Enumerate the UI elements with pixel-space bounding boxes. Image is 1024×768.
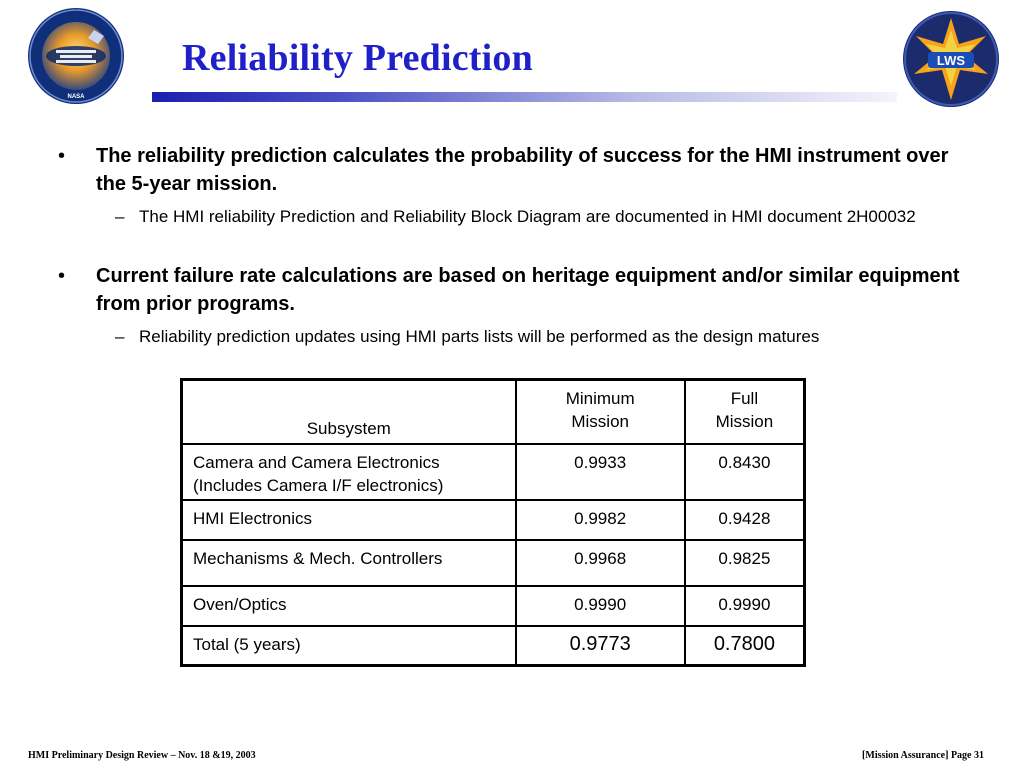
row-full-value: 0.9825 [683,538,806,587]
row-full-value: 0.9428 [683,498,806,541]
nasa-seal-text: NASA [67,94,85,100]
sub-bullet-2: – Reliability prediction updates using H… [115,325,969,348]
header-minimum-line1: Minimum [565,389,635,408]
footer-right: [Mission Assurance] Page 31 [862,750,984,761]
row-subsystem: Mechanisms & Mech. Controllers [180,538,517,587]
header-minimum-line2: Mission [571,412,629,431]
sub-bullet-1: – The HMI reliability Prediction and Rel… [115,205,969,228]
footer-left: HMI Preliminary Design Review – Nov. 18 … [28,750,256,761]
lws-seal-text: LWS [937,53,965,68]
row-minimum-value: 0.9982 [514,498,686,541]
row-full-value: 0.8430 [683,442,806,501]
header-full-line2: Mission [715,412,774,431]
row-minimum-value: 0.9933 [514,442,686,501]
bullet-1-marker: • [58,145,66,167]
header-full-line1: Full [730,389,759,408]
row-subsystem-line1: Camera and Camera Electronics [193,452,440,472]
bullet-2-marker: • [58,265,66,287]
row-subsystem: HMI Electronics [180,498,517,541]
bullet-2: • Current failure rate calculations are … [58,262,976,318]
row-minimum-value: 0.9968 [514,538,686,587]
total-full-value: 0.7800 [683,624,806,667]
bullet-1: • The reliability prediction calculates … [58,142,976,198]
table-total-row: Total (5 years) 0.9773 0.7800 [180,624,806,667]
table-row: Camera and Camera Electronics (Includes … [180,442,806,501]
table-row: Oven/Optics 0.9990 0.9990 [180,584,806,627]
total-label: Total (5 years) [180,624,517,667]
table-row: Mechanisms & Mech. Controllers 0.9968 0.… [180,538,806,587]
header-minimum-mission: Minimum Mission [514,378,686,445]
table-header-row: Subsystem Minimum Mission Full Mission [180,378,806,445]
header-subsystem: Subsystem [180,378,517,445]
row-subsystem: Camera and Camera Electronics (Includes … [180,442,517,501]
sdo-logo: NASA [26,6,126,106]
bullet-2-text: Current failure rate calculations are ba… [96,265,960,315]
row-subsystem: Oven/Optics [180,584,517,627]
bullet-1-text: The reliability prediction calculates th… [96,145,949,195]
sub-bullet-2-marker: – [115,327,125,346]
sub-bullet-1-text: The HMI reliability Prediction and Relia… [139,207,916,226]
row-full-value: 0.9990 [683,584,806,627]
lws-logo: LWS [896,4,1006,114]
header-full-mission: Full Mission [683,378,806,445]
row-subsystem-line2: (Includes Camera I/F electronics) [193,475,444,495]
table-row: HMI Electronics 0.9982 0.9428 [180,498,806,541]
sub-bullet-2-text: Reliability prediction updates using HMI… [139,327,820,346]
reliability-table: Subsystem Minimum Mission Full Mission C… [180,378,806,667]
sub-bullet-1-marker: – [115,207,125,226]
slide-title: Reliability Prediction [182,37,533,79]
row-minimum-value: 0.9990 [514,584,686,627]
title-divider [152,92,897,102]
total-minimum-value: 0.9773 [514,624,686,667]
